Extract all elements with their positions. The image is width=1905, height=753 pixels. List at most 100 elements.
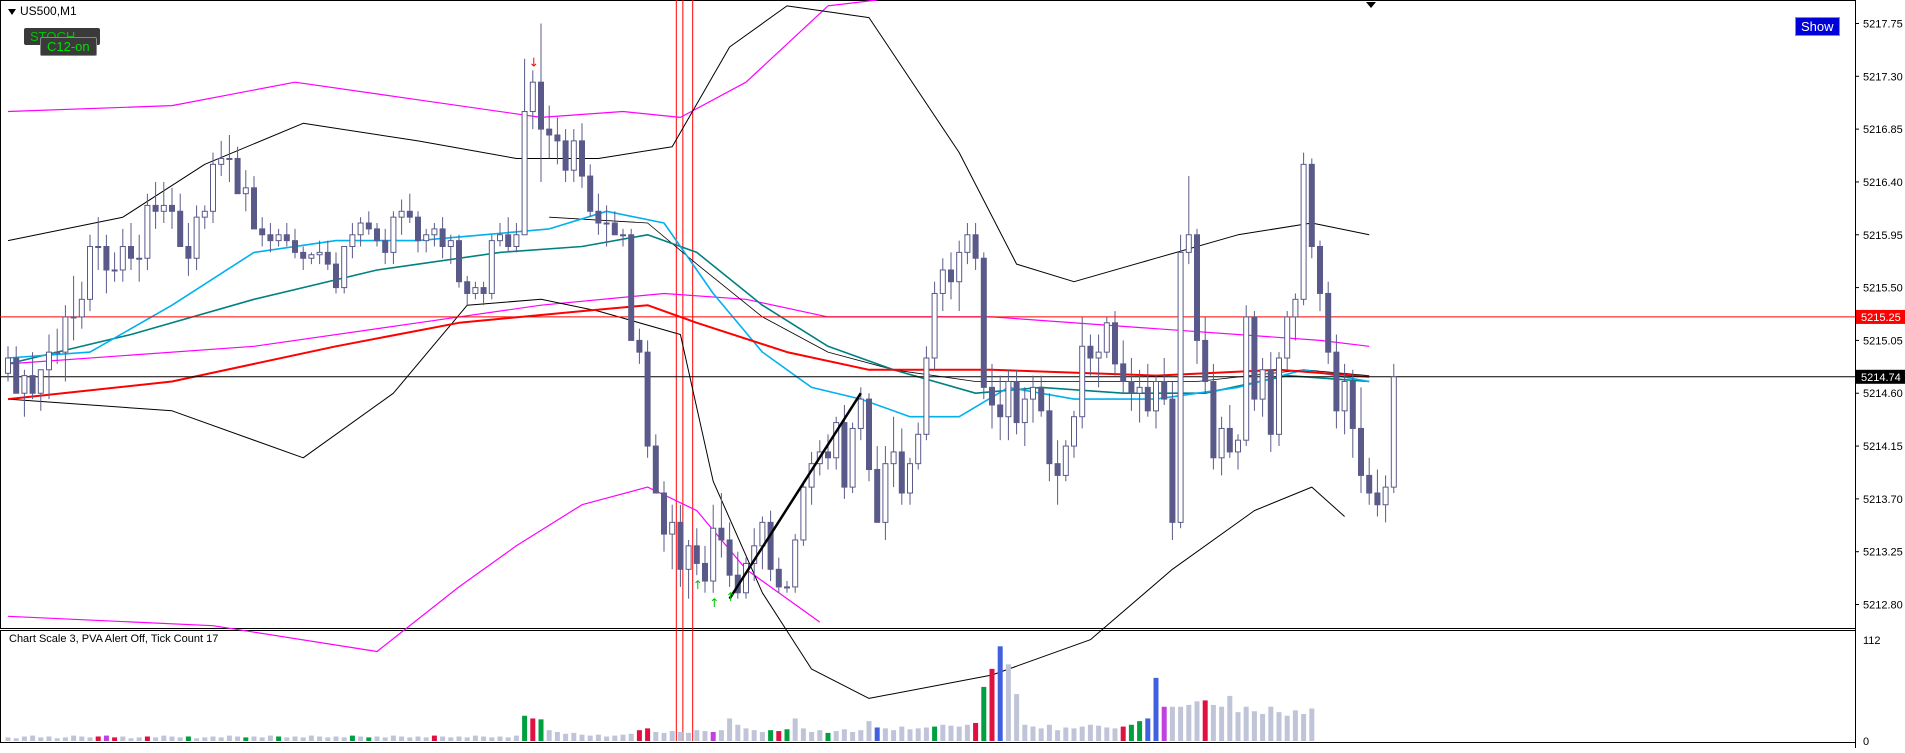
candle-body xyxy=(841,422,848,488)
price-tick-label: 5213.25 xyxy=(1863,547,1903,559)
chart-frame xyxy=(0,0,1856,748)
candle-body xyxy=(874,469,881,523)
candle-body xyxy=(1054,463,1061,476)
candle-body xyxy=(948,269,954,283)
candle-body xyxy=(226,157,233,160)
candle-body xyxy=(611,222,618,236)
volume-bar xyxy=(54,738,60,741)
candle-body xyxy=(570,140,577,171)
candle-body xyxy=(62,316,69,353)
dropdown-triangle-icon[interactable] xyxy=(8,8,16,15)
volume-bar xyxy=(833,731,839,741)
candle-body xyxy=(579,140,585,177)
volume-bar xyxy=(1169,706,1175,741)
volume-bar xyxy=(300,737,306,741)
candle-body xyxy=(939,269,946,294)
candle-body xyxy=(160,204,167,212)
volume-bar xyxy=(932,726,938,741)
candle-body xyxy=(726,539,733,576)
candle-body xyxy=(546,128,553,136)
candle-body xyxy=(406,210,413,218)
volume-bar xyxy=(194,738,200,741)
symbol-title-text: US500,M1 xyxy=(20,4,77,18)
candle-body xyxy=(562,140,569,171)
candle-body xyxy=(1177,251,1184,523)
candle-body xyxy=(185,246,192,259)
volume-bar xyxy=(1268,706,1274,741)
candle-body xyxy=(775,568,782,588)
candle-body xyxy=(1226,427,1233,453)
volume-bar xyxy=(366,737,372,741)
volume-bar xyxy=(284,737,290,741)
candle-body xyxy=(1284,316,1291,359)
candle-body xyxy=(357,222,364,236)
candle-body xyxy=(431,228,438,236)
volume-bar xyxy=(448,737,454,741)
volume-bar xyxy=(325,737,331,741)
price-marker-label: 5214.74 xyxy=(1861,372,1901,384)
ma-red-line xyxy=(7,304,1370,401)
candle-body xyxy=(628,234,635,341)
volume-bar xyxy=(169,736,175,741)
volume-bar xyxy=(1104,727,1110,741)
candle-body xyxy=(505,234,512,248)
volume-bar xyxy=(841,729,847,741)
candle-body xyxy=(87,246,93,300)
volume-bar xyxy=(546,730,552,741)
volume-bar xyxy=(46,736,52,741)
price-axis-labels: 5217.75 5217.30 5216.85 5216.40 5215.95 5215.… xyxy=(1855,18,1905,748)
volume-bar xyxy=(30,735,36,741)
volume-bar xyxy=(1096,725,1102,741)
volume-bar xyxy=(1153,677,1159,741)
candle-body xyxy=(29,375,36,394)
volume-bar xyxy=(1005,664,1011,741)
volume-bar xyxy=(341,737,347,741)
candle-body xyxy=(907,463,913,494)
candle-body xyxy=(1153,380,1159,412)
candle-body xyxy=(193,216,200,259)
volume-bar xyxy=(1161,706,1167,741)
volume-bar xyxy=(497,736,503,741)
candle-body xyxy=(1267,369,1274,435)
candle-body xyxy=(866,398,872,471)
volume-bar xyxy=(1301,713,1307,741)
candle-body xyxy=(800,486,807,541)
buy-arrow-icon: ↑ xyxy=(726,590,736,604)
show-button[interactable]: Show xyxy=(1795,17,1840,36)
volume-bar xyxy=(973,722,979,741)
candle-body xyxy=(423,234,430,242)
candle-body xyxy=(767,521,774,570)
volume-bar xyxy=(530,718,536,741)
candle-body xyxy=(5,357,11,374)
signal-arrows-layer: ↑ ↑ ↑ ↓ xyxy=(529,55,736,609)
volume-bar xyxy=(735,724,741,741)
candle-body xyxy=(1251,316,1258,400)
c12-badge[interactable]: C12-on xyxy=(40,37,97,56)
candle-body xyxy=(324,251,331,265)
volume-bar xyxy=(1227,695,1233,741)
candle-body xyxy=(95,246,102,249)
volume-bar xyxy=(1038,728,1044,741)
volume-bar xyxy=(718,730,724,741)
volume-bar xyxy=(751,730,757,741)
trendline-layer xyxy=(728,392,862,600)
volume-bar xyxy=(128,738,134,741)
candle-body xyxy=(234,157,241,195)
volume-bar xyxy=(235,736,241,741)
candle-body xyxy=(825,451,831,459)
candle-body xyxy=(497,234,503,242)
price-tick-label: 5216.40 xyxy=(1863,177,1903,189)
volume-bar xyxy=(1145,718,1151,741)
candle-body xyxy=(1046,410,1053,465)
candle-body xyxy=(529,81,536,113)
price-tick-label: 5216.85 xyxy=(1863,124,1903,136)
candle-body xyxy=(415,216,421,242)
volume-bar xyxy=(563,733,569,741)
volume-bar xyxy=(866,721,872,741)
volume-bar xyxy=(620,734,626,741)
candle-body xyxy=(923,357,930,435)
volume-bar xyxy=(1063,727,1069,741)
volume-bar xyxy=(62,737,68,741)
candle-body xyxy=(915,433,922,465)
